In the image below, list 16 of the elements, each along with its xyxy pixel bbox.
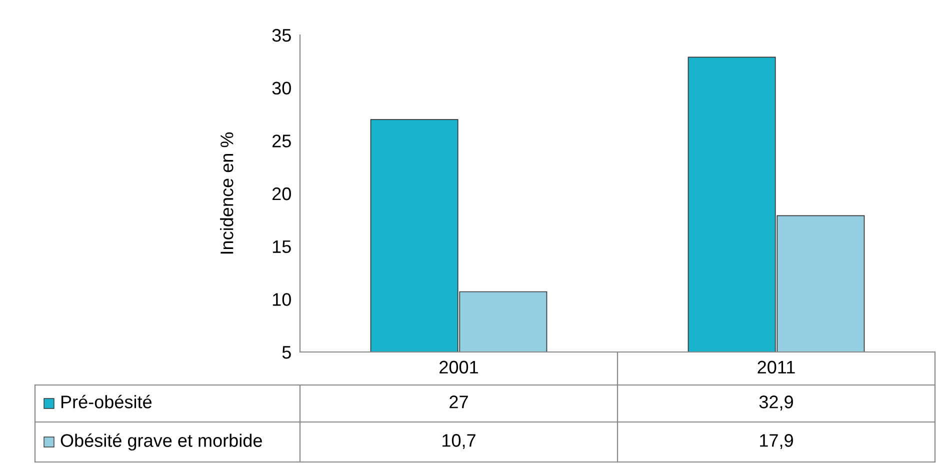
data-label: 27 (450, 396, 468, 408)
data-label: 32,9 (759, 396, 793, 410)
y-axis-title: Incidence en % (220, 132, 234, 254)
x-tick-label: 2011 (758, 360, 795, 374)
y-tick-label: 35 (272, 28, 291, 42)
y-tick-label: 15 (272, 240, 291, 254)
data-label: 17,9 (760, 434, 793, 449)
y-tick-label: 30 (272, 82, 291, 95)
data-label: 10,7 (442, 434, 476, 449)
legend-label: Obésité grave et morbide (60, 433, 262, 451)
y-tick-label: 20 (272, 187, 291, 200)
legend-label: Pré-obésité (61, 394, 152, 408)
x-tick-label: 2001 (440, 360, 478, 374)
y-tick-label: 10 (272, 293, 291, 306)
y-tick-label: 5 (282, 346, 291, 359)
y-tick-label: 25 (272, 134, 291, 148)
